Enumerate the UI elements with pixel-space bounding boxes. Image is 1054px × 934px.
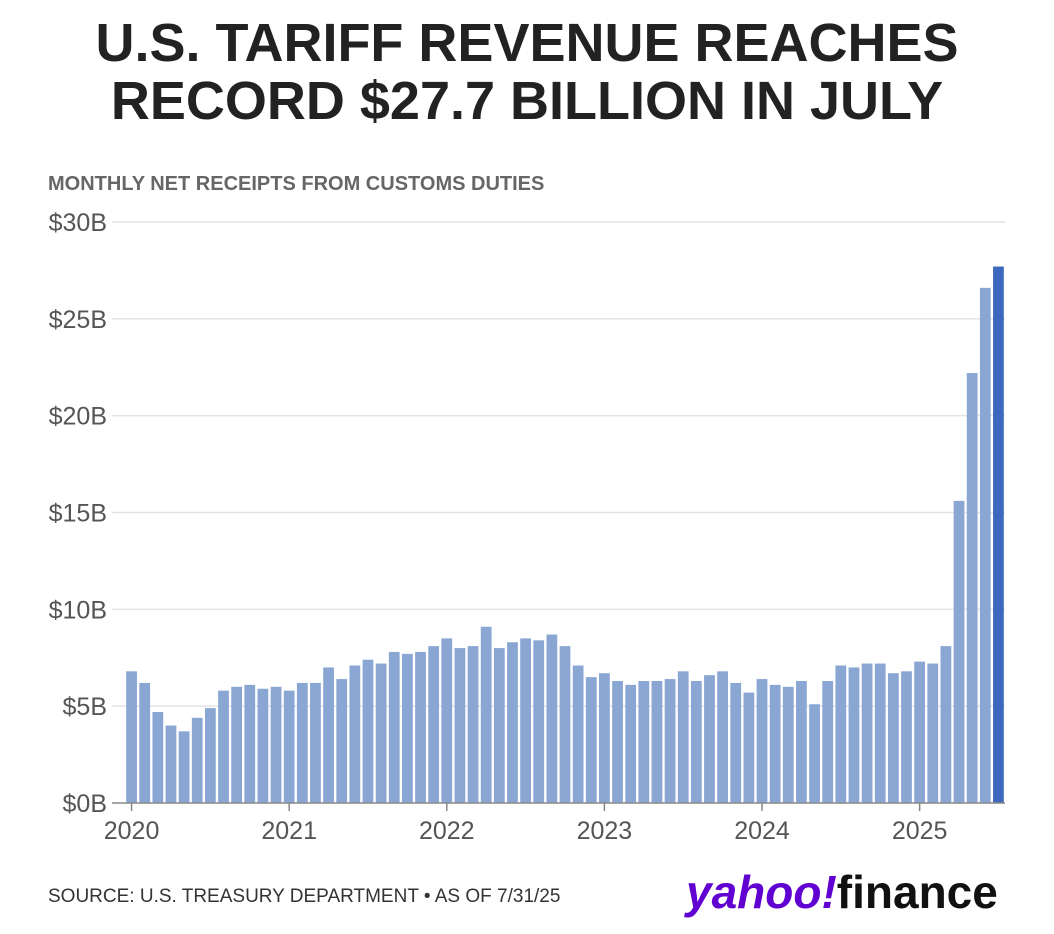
bar-2020-11 (257, 688, 269, 803)
chart-subtitle: MONTHLY NET RECEIPTS FROM CUSTOMS DUTIES (48, 173, 545, 195)
bar-2022-11 (572, 665, 584, 803)
bar-2023-10 (717, 671, 728, 803)
bar-2024-06 (822, 680, 834, 803)
bar-2024-03 (782, 686, 794, 803)
bar-2024-07 (835, 665, 847, 803)
bar-2023-08 (690, 680, 702, 803)
bar-2024-12 (901, 671, 912, 803)
source-note: SOURCE: U.S. TREASURY DEPARTMENT • AS OF… (48, 886, 561, 907)
bar-2023-02 (612, 680, 623, 803)
bar-2022-10 (559, 646, 571, 803)
bar-2020-04 (165, 725, 177, 803)
bar-2022-08 (533, 640, 545, 803)
x-tick-label: 2025 (892, 817, 948, 845)
y-tick-label: $30B (49, 209, 107, 237)
logo-bang: ! (821, 866, 837, 918)
chart-title: U.S. TARIFF REVENUE REACHES RECORD $27.7… (0, 14, 1054, 130)
y-tick-label: $5B (63, 693, 107, 721)
bar-2025-05 (966, 373, 978, 803)
bar-2021-03 (310, 682, 321, 803)
x-tick-label: 2023 (577, 817, 633, 845)
x-tick-label: 2022 (419, 817, 475, 845)
bar-2022-04 (480, 626, 492, 803)
bar-2022-12 (585, 677, 597, 803)
bar-2023-01 (599, 673, 610, 803)
bar-2020-12 (270, 686, 282, 803)
bar-2022-02 (454, 648, 466, 803)
y-tick-label: $10B (49, 596, 107, 624)
bar-2022-09 (546, 634, 558, 803)
bar-2024-05 (809, 704, 820, 803)
logo-yahoo-text: yahoo (686, 866, 822, 918)
bar-2024-10 (874, 663, 886, 803)
bar-2022-01 (441, 638, 453, 803)
bar-2023-07 (677, 671, 689, 803)
gridlines (112, 221, 1005, 707)
bar-2025-01 (914, 661, 926, 803)
x-tick-label: 2024 (734, 817, 790, 845)
bar-2020-02 (139, 682, 151, 803)
bar-2023-12 (743, 692, 755, 803)
y-tick-label: $15B (49, 500, 107, 528)
bar-chart: $0B $5B $10B $15B $20B $25B $30B 2020 2021 2022 20… (49, 209, 1005, 845)
bar-2020-06 (191, 717, 203, 803)
bar-2025-07 (993, 266, 1004, 803)
bar-2022-07 (520, 638, 531, 803)
bar-2025-06 (979, 287, 991, 803)
yahoo-finance-logo: yahoo!finance (686, 866, 998, 918)
bar-2020-05 (178, 731, 190, 803)
bar-2024-04 (796, 680, 807, 803)
bar-2022-03 (467, 646, 479, 803)
y-tick-label: $20B (49, 403, 107, 431)
bar-2024-02 (769, 684, 781, 803)
bar-2023-04 (638, 680, 650, 803)
bar-2021-12 (428, 646, 440, 803)
x-tick-label: 2021 (261, 817, 317, 845)
bar-2021-02 (296, 682, 308, 803)
bar-2025-02 (927, 663, 939, 803)
bar-2025-04 (953, 500, 965, 803)
bar-2021-10 (402, 653, 413, 803)
bar-2020-01 (126, 671, 137, 803)
bar-2024-01 (756, 679, 768, 803)
bar-2020-07 (204, 708, 216, 803)
bar-2021-04 (323, 667, 334, 803)
bar-2025-03 (940, 646, 952, 803)
bar-2022-05 (493, 648, 505, 803)
chart-title-line-2: RECORD $27.7 BILLION IN JULY (110, 71, 944, 131)
bar-2021-09 (388, 651, 400, 803)
bar-2023-11 (730, 682, 742, 803)
bar-2021-07 (362, 659, 374, 803)
bar-2020-09 (231, 686, 243, 803)
axes: $0B $5B $10B $15B $20B $25B $30B 2020 2021 2022 20… (49, 209, 1005, 845)
bar-2023-06 (664, 679, 676, 803)
y-tick-label: $25B (49, 306, 107, 334)
bar-2021-11 (415, 651, 426, 803)
bar-2024-09 (861, 663, 873, 803)
bars (126, 266, 1004, 803)
bar-2023-03 (625, 684, 637, 803)
bar-2024-08 (848, 667, 860, 803)
bar-2022-06 (507, 642, 518, 803)
bar-2023-05 (651, 680, 663, 803)
logo-finance-text: finance (836, 866, 998, 918)
bar-2024-11 (887, 673, 899, 803)
chart-title-line-1: U.S. TARIFF REVENUE REACHES (95, 13, 959, 73)
bar-2021-08 (375, 663, 387, 803)
bar-2021-06 (349, 665, 361, 803)
bar-2021-01 (283, 690, 295, 803)
bar-2021-05 (336, 679, 348, 803)
bar-2020-10 (244, 684, 256, 803)
y-tick-label: $0B (63, 790, 107, 818)
bar-2020-03 (152, 711, 164, 803)
x-tick-label: 2020 (104, 817, 160, 845)
bar-2020-08 (218, 690, 229, 803)
bar-2023-09 (704, 675, 715, 803)
